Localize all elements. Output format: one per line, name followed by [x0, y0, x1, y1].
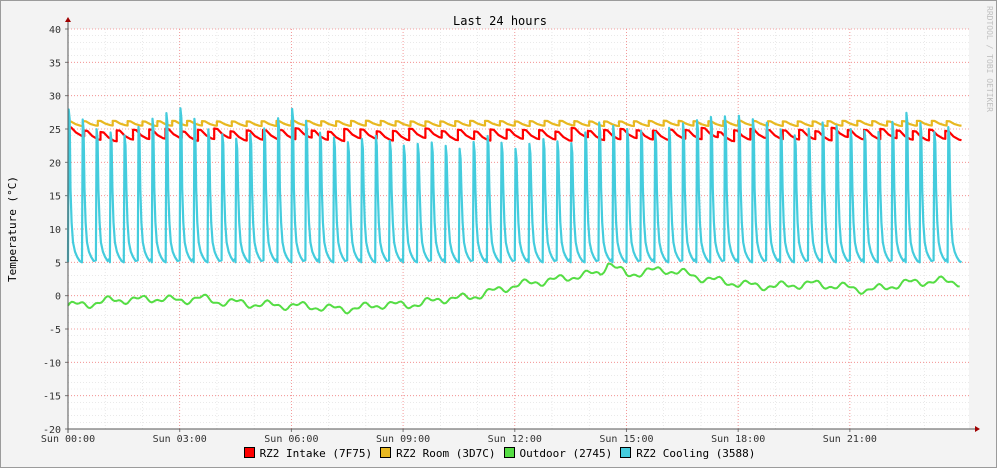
y-tick-label: -10 — [43, 358, 61, 369]
legend-swatch — [380, 447, 392, 458]
legend-item: Outdoor (2745) — [503, 447, 613, 460]
y-tick-label: -20 — [43, 425, 61, 436]
legend: RZ2 Intake (7F75) RZ2 Room (3D7C) Outdoor … — [1, 447, 997, 460]
series-line-rz2-intake-7f75 — [67, 125, 962, 143]
y-tick-label: 20 — [49, 158, 61, 169]
y-axis-arrow — [65, 17, 71, 22]
y-tick-label: -5 — [49, 325, 61, 336]
y-tick-label: -15 — [43, 392, 61, 403]
series-layer — [66, 107, 963, 315]
y-tick-labels: 40 35 30 25 20 15 10 5 0 -5 -10 -15 -20 — [43, 25, 61, 436]
y-tick-label: 10 — [49, 225, 61, 236]
y-tick-label: 0 — [55, 292, 61, 303]
legend-swatch — [243, 447, 255, 458]
legend-swatch — [503, 447, 515, 458]
x-tick-label: Sun 09:00 — [376, 434, 430, 445]
legend-item: RZ2 Cooling (3588) — [620, 447, 755, 460]
legend-item: RZ2 Room (3D7C) — [380, 447, 496, 460]
axes — [65, 17, 980, 433]
y-tick-label: 40 — [49, 25, 61, 36]
grid — [65, 28, 969, 432]
y-tick-label: 30 — [49, 92, 61, 103]
legend-swatch — [620, 447, 632, 458]
series-line-rz2-room-3d7c — [67, 119, 962, 128]
x-axis-arrow — [975, 426, 980, 432]
y-tick-label: 15 — [49, 192, 61, 203]
y-tick-label: 5 — [55, 258, 61, 269]
x-tick-label: Sun 21:00 — [823, 434, 877, 445]
x-tick-label: Sun 03:00 — [153, 434, 207, 445]
series-line-rz2-cooling-3588 — [66, 107, 963, 264]
y-tick-label: 25 — [49, 125, 61, 136]
x-tick-label: Sun 06:00 — [264, 434, 318, 445]
legend-item: RZ2 Intake (7F75) — [243, 447, 373, 460]
x-tick-label: Sun 00:00 — [41, 434, 95, 445]
y-tick-label: 35 — [49, 58, 61, 69]
legend-label: RZ2 Cooling (3588) — [636, 447, 756, 460]
legend-label: Outdoor (2745) — [519, 447, 613, 460]
series-line-outdoor-2745 — [67, 262, 960, 315]
x-tick-label: Sun 12:00 — [488, 434, 542, 445]
x-tick-label: Sun 18:00 — [711, 434, 765, 445]
legend-label: RZ2 Intake (7F75) — [259, 447, 373, 460]
legend-label: RZ2 Room (3D7C) — [396, 447, 496, 460]
x-tick-labels: Sun 00:00 Sun 03:00 Sun 06:00 Sun 09:00 Sun … — [41, 434, 877, 445]
chart-title: Last 24 hours — [453, 14, 547, 28]
x-tick-label: Sun 15:00 — [599, 434, 653, 445]
watermark: RRDTOOL / TOBI OETIKER — [985, 6, 994, 112]
y-axis-label: Temperature (°C) — [6, 176, 19, 282]
